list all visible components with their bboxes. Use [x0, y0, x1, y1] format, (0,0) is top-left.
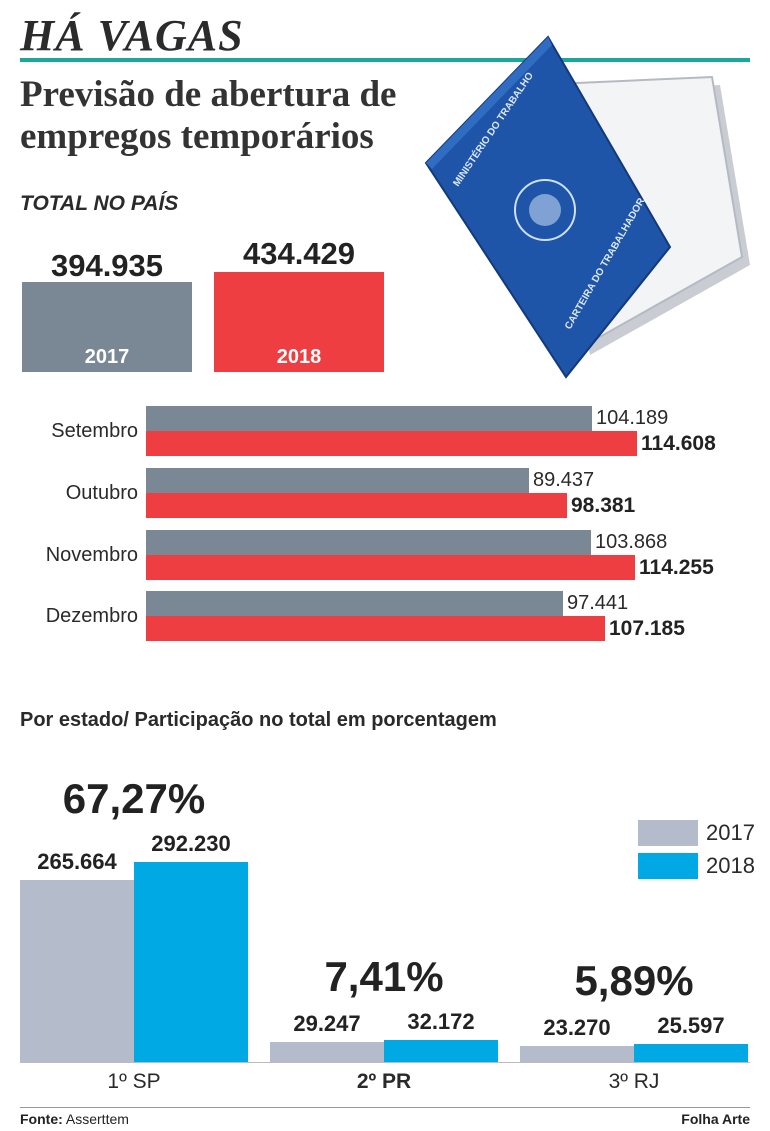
- state-share-percent: 5,89%: [574, 957, 694, 1004]
- state-value-2017: 23.270: [543, 1015, 611, 1040]
- month-bar-2017: [146, 530, 591, 555]
- coat-of-arms-icon: [514, 179, 576, 241]
- total-value-2017: 394.935: [50, 248, 164, 283]
- legend-label-2017: 2017: [706, 820, 755, 845]
- month-label: Novembro: [45, 544, 138, 566]
- state-value-2018: 292.230: [151, 831, 231, 856]
- coat-of-arms-star: [529, 194, 561, 226]
- state-bar-2018: [634, 1044, 748, 1062]
- month-value-2017: 104.189: [596, 407, 669, 429]
- state-share-percent: 67,27%: [62, 775, 206, 822]
- legend-label-2018: 2018: [706, 853, 755, 878]
- state-value-2017: 265.664: [37, 849, 117, 874]
- month-value-2017: 89.437: [533, 469, 595, 491]
- month-value-2018: 114.255: [639, 556, 714, 579]
- title-rule: [20, 58, 750, 62]
- month-value-2018: 107.185: [609, 617, 685, 640]
- state-value-2018: 25.597: [657, 1013, 725, 1038]
- state-value-2018: 32.172: [407, 1009, 475, 1034]
- month-bar-2018: [146, 493, 567, 518]
- subtitle-line-2: empregos temporários: [20, 116, 374, 157]
- month-label: Dezembro: [45, 605, 138, 627]
- state-chart-baseline: [20, 1062, 750, 1063]
- footer-rule: [20, 1107, 750, 1108]
- legend-swatch-2018: [638, 853, 698, 879]
- month-bar-2018: [146, 555, 635, 580]
- month-value-2018: 114.608: [641, 432, 716, 455]
- month-label: Outubro: [65, 482, 138, 504]
- state-bar-2017: [20, 880, 134, 1062]
- footer-source: Fonte: Asserttem: [20, 1111, 129, 1127]
- state-label: 1º SP: [107, 1070, 161, 1093]
- month-bar-2018: [146, 431, 637, 456]
- state-share-percent: 7,41%: [324, 953, 444, 1000]
- total-bar-2017: 2017: [22, 282, 192, 372]
- subtitle-line-1: Previsão de abertura de: [20, 74, 397, 115]
- total-bar-2018: 2018: [214, 272, 384, 372]
- footer-source-value: Asserttem: [65, 1111, 129, 1127]
- page-title: HÁ VAGAS: [20, 11, 244, 60]
- footer-credit: Folha Arte: [681, 1111, 750, 1127]
- month-value-2018: 98.381: [571, 494, 636, 517]
- month-bar-2018: [146, 616, 605, 641]
- booklet-cover-edge: [426, 37, 552, 169]
- state-label: 2º PR: [356, 1070, 412, 1093]
- month-value-2017: 103.868: [595, 531, 668, 553]
- total-section-label: TOTAL NO PAÍS: [20, 192, 179, 215]
- month-value-2017: 97.441: [567, 592, 629, 614]
- total-value-2018: 434.429: [242, 236, 356, 271]
- month-bar-2017: [146, 468, 529, 493]
- state-section-label: Por estado/ Participação no total em por…: [20, 709, 497, 731]
- month-bar-2017: [146, 406, 592, 431]
- state-bar-2017: [520, 1046, 634, 1062]
- footer-source-label: Fonte:: [20, 1111, 63, 1127]
- work-card-illustration: MINISTÉRIO DO TRABALHO CARTEIRA DO TRABA…: [424, 35, 750, 379]
- state-bar-2018: [134, 862, 248, 1062]
- page-subtitle: Previsão de abertura de empregos temporá…: [20, 74, 396, 158]
- month-bar-2017: [146, 591, 563, 616]
- state-value-2017: 29.247: [293, 1011, 361, 1036]
- month-label: Setembro: [51, 420, 138, 442]
- state-bar-2018: [384, 1040, 498, 1062]
- state-bar-2017: [270, 1042, 384, 1062]
- legend-swatch-2017: [638, 820, 698, 846]
- state-label: 3º RJ: [608, 1070, 660, 1093]
